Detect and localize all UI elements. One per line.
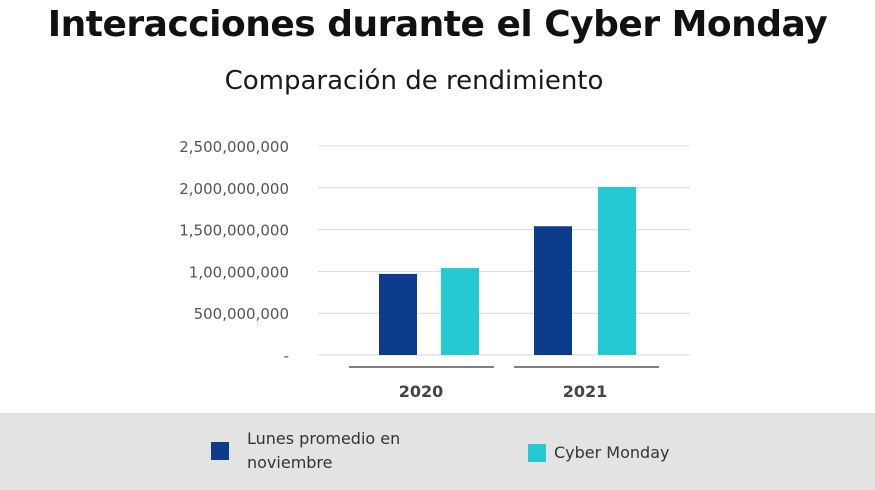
bar	[441, 268, 479, 355]
y-tick-label: 500,000,000	[194, 305, 289, 323]
bar	[534, 226, 572, 355]
y-tick-label: -	[284, 347, 289, 365]
legend-swatch-average-monday	[211, 442, 229, 460]
y-tick-label: 2,000,000,000	[179, 180, 289, 198]
legend: Lunes promedio en noviembre Cyber Monday	[0, 413, 875, 490]
y-tick-label: 2,500,000,000	[179, 138, 289, 156]
legend-swatch-cyber-monday	[528, 444, 546, 462]
bar	[598, 186, 636, 355]
chart-title: Comparación de rendimiento	[224, 66, 604, 96]
y-tick-label: 1,500,000,000	[179, 222, 289, 240]
legend-item-cyber-monday: Cyber Monday	[528, 441, 669, 465]
legend-label-average-monday: Lunes promedio en noviembre	[247, 427, 400, 475]
legend-label-line-2: noviembre	[247, 453, 333, 472]
bar-chart: - 500,000,000 1,00,000,000 1,500,000,000 2,0…	[179, 138, 690, 401]
y-tick-label: 1,00,000,000	[189, 263, 289, 281]
legend-label-cyber-monday: Cyber Monday	[554, 443, 670, 462]
x-tick-label: 2020	[399, 382, 444, 401]
bar	[379, 273, 417, 355]
x-tick-label: 2021	[563, 382, 608, 401]
legend-item-average-monday: Lunes promedio en noviembre	[211, 427, 400, 475]
page-title: Interacciones durante el Cyber Monday	[47, 4, 828, 45]
legend-label-line-1: Lunes promedio en	[247, 429, 401, 448]
